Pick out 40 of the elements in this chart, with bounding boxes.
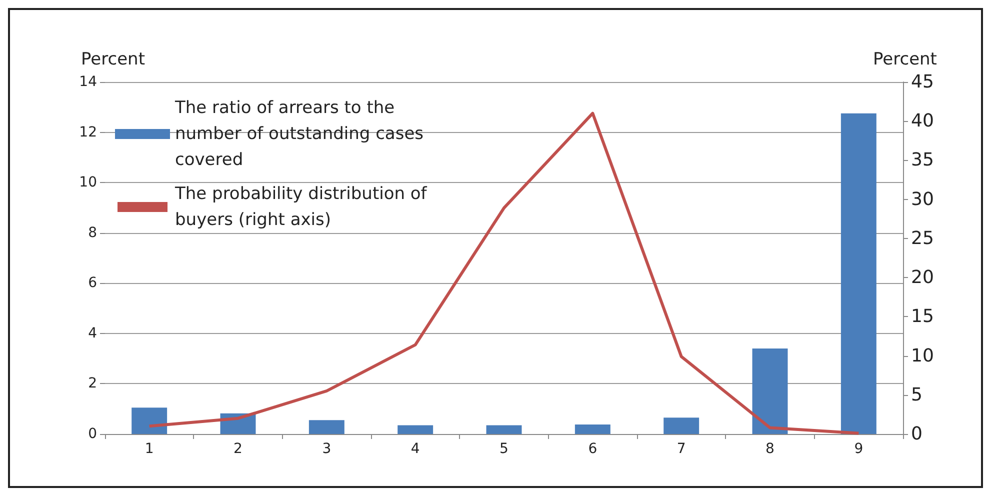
x-tick-label: 4 xyxy=(410,441,420,457)
x-tick-label: 1 xyxy=(144,441,154,457)
bar xyxy=(398,425,434,434)
bar xyxy=(574,424,610,434)
bar xyxy=(486,425,522,434)
bar xyxy=(308,420,344,434)
y2-tick-label: 45 xyxy=(911,72,934,92)
legend-label: The probability distribution of buyers (right axis) xyxy=(174,184,428,230)
y2-tick-label: 5 xyxy=(911,384,922,406)
y2-tick-label: 10 xyxy=(911,345,934,366)
bar xyxy=(664,418,700,434)
y-tick-label: 14 xyxy=(79,74,98,90)
legend-label: The ratio of arrears to the number of outstanding cases covered xyxy=(174,98,424,170)
x-tick-label: 5 xyxy=(500,441,508,457)
y2-axis-title: Percent xyxy=(873,50,938,70)
y-tick-label: 2 xyxy=(88,376,97,392)
y2-tick-label: 15 xyxy=(911,306,934,328)
y-tick-label: 12 xyxy=(79,124,97,140)
line-series xyxy=(148,112,860,435)
y2-tick-label: 40 xyxy=(911,110,934,132)
x-tick-label: 3 xyxy=(322,441,332,457)
y2-tick-label: 30 xyxy=(911,188,934,210)
bar xyxy=(752,348,788,434)
x-tick-label: 8 xyxy=(766,441,774,457)
y-tick-label: 0 xyxy=(88,426,97,442)
x-tick-label: 7 xyxy=(676,441,686,457)
y-tick-label: 10 xyxy=(79,174,97,191)
y2-tick-label: 20 xyxy=(911,267,934,288)
bar xyxy=(840,113,876,434)
x-tick-label: 9 xyxy=(854,441,864,457)
y-tick-label: 4 xyxy=(88,325,98,342)
x-tick-label: 2 xyxy=(234,441,242,457)
y2-tick-label: 0 xyxy=(911,424,922,444)
bar xyxy=(132,408,168,434)
y2-tick-label: 25 xyxy=(911,228,934,249)
y2-tick-label: 35 xyxy=(911,150,934,171)
x-tick-label: 6 xyxy=(588,441,598,457)
y-axis-title: Percent xyxy=(81,50,146,70)
y-tick-label: 8 xyxy=(88,224,97,241)
y-tick-label: 6 xyxy=(88,275,98,292)
